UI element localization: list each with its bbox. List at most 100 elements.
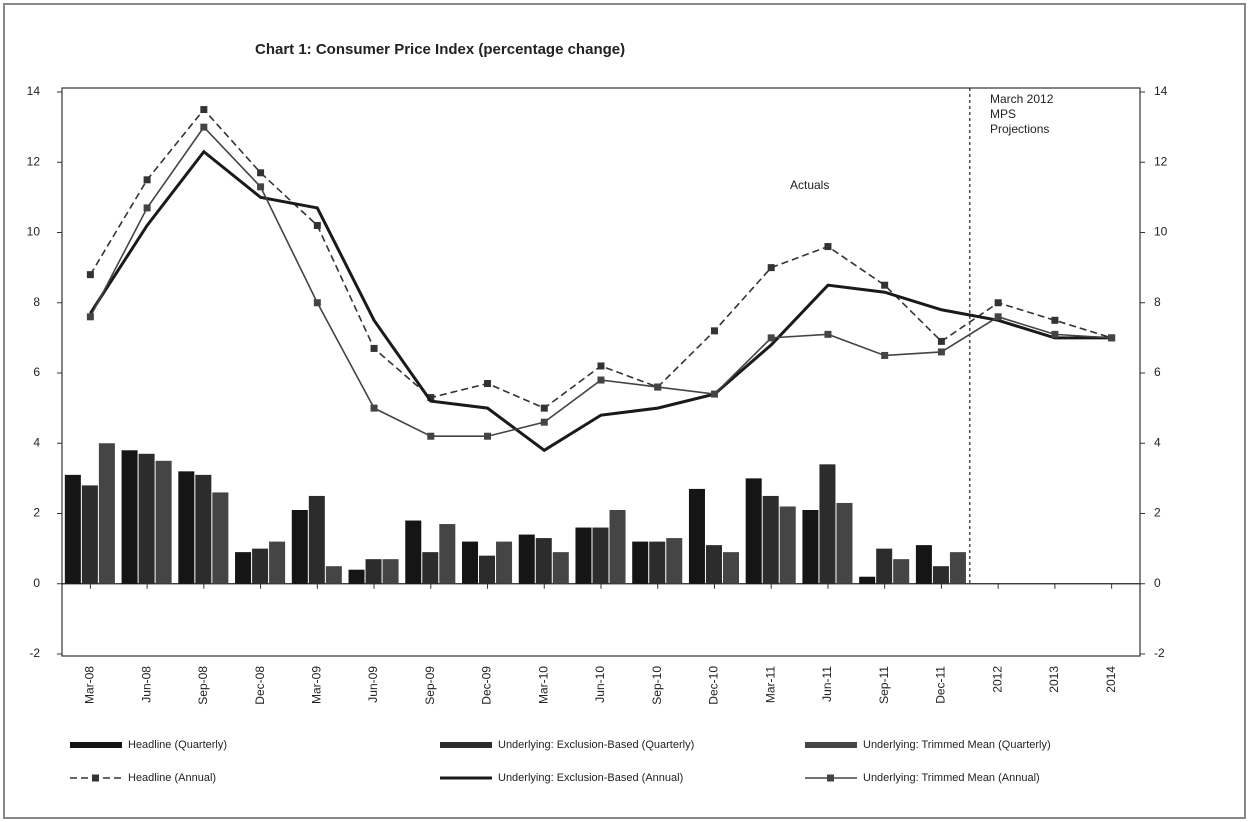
- bar: [649, 541, 666, 584]
- y2-tick-label: 14: [1154, 84, 1168, 98]
- legend-label: Underlying: Trimmed Mean (Quarterly): [863, 739, 1051, 751]
- marker: [200, 123, 208, 131]
- bar: [308, 495, 325, 584]
- y-tick-label: 14: [27, 84, 41, 98]
- x-tick-label: Dec-11: [934, 666, 948, 704]
- marker: [654, 383, 662, 391]
- bar: [876, 548, 893, 584]
- y-tick-label: 12: [27, 154, 41, 168]
- marker: [484, 380, 492, 388]
- marker: [143, 204, 151, 212]
- legend: Headline (Quarterly) Underlying: Exclusio…: [70, 739, 1051, 784]
- bar: [496, 541, 513, 584]
- bar: [382, 559, 399, 584]
- marker: [937, 337, 945, 345]
- marker: [767, 334, 775, 342]
- marker: [881, 281, 889, 289]
- bar: [155, 460, 172, 584]
- y2-tick-label: 12: [1154, 154, 1168, 168]
- y-tick-label: 0: [33, 576, 40, 590]
- marker: [767, 264, 775, 272]
- bar: [592, 527, 609, 584]
- bar: [422, 552, 439, 584]
- bar: [269, 541, 286, 584]
- marker: [86, 313, 94, 321]
- marker: [994, 313, 1002, 321]
- marker: [313, 299, 321, 307]
- y2-tick-label: -2: [1154, 646, 1165, 660]
- y-tick-label: 6: [33, 365, 40, 379]
- bar: [893, 559, 910, 584]
- x-tick-label: 2014: [1104, 666, 1118, 693]
- bar: [405, 520, 422, 584]
- marker: [597, 376, 605, 384]
- marker: [881, 351, 889, 359]
- legend-label: Underlying: Exclusion-Based (Annual): [498, 772, 683, 784]
- legend-swatch: [440, 742, 492, 748]
- bar: [535, 538, 552, 584]
- bar: [915, 545, 932, 584]
- bar: [819, 464, 836, 584]
- marker: [143, 176, 151, 184]
- bar: [439, 524, 456, 584]
- legend-swatch: [70, 742, 122, 748]
- x-tick-label: Jun-10: [593, 666, 607, 703]
- line: [89, 125, 1112, 438]
- x-tick-label: Jun-11: [820, 666, 834, 702]
- annotation: March 2012: [990, 92, 1054, 106]
- legend-swatch: [805, 742, 857, 748]
- y-tick-label: 2: [33, 506, 40, 520]
- bar: [64, 474, 81, 584]
- marker: [824, 330, 832, 338]
- bar: [705, 545, 722, 584]
- bar: [81, 485, 98, 584]
- bar: [859, 576, 876, 584]
- marker: [86, 271, 94, 279]
- bar: [252, 548, 269, 584]
- bar: [235, 552, 252, 584]
- annotation: MPS: [990, 107, 1016, 121]
- marker: [824, 243, 832, 251]
- y-tick-label: 8: [33, 295, 40, 309]
- line: [89, 149, 1112, 453]
- bar: [779, 506, 796, 584]
- bar: [632, 541, 649, 584]
- bar: [138, 453, 155, 584]
- legend-marker: [827, 774, 834, 782]
- x-tick-label: Mar-09: [309, 666, 323, 704]
- y-tick-label: 4: [33, 435, 40, 449]
- marker: [540, 404, 548, 412]
- y2-tick-label: 0: [1154, 576, 1161, 590]
- legend-label: Underlying: Exclusion-Based (Quarterly): [498, 739, 694, 751]
- plot-area: [61, 87, 1141, 657]
- bar: [932, 566, 949, 584]
- bar: [291, 509, 308, 584]
- bar: [121, 450, 138, 584]
- bar: [461, 541, 479, 584]
- x-tick-label: Jun-08: [139, 666, 153, 703]
- x-tick-label: 2013: [1047, 666, 1061, 693]
- marker: [1108, 334, 1116, 342]
- marker: [313, 221, 321, 229]
- x-tick-label: Dec-10: [707, 666, 721, 705]
- marker: [257, 183, 265, 191]
- bar: [666, 538, 683, 584]
- x-tick-label: Jun-09: [366, 666, 380, 703]
- y2-tick-label: 8: [1154, 295, 1161, 309]
- bar: [325, 566, 342, 584]
- marker: [540, 418, 548, 426]
- marker: [1051, 330, 1059, 338]
- x-tick-label: Sep-11: [877, 666, 891, 704]
- marker: [710, 327, 718, 335]
- legend-label: Underlying: Trimmed Mean (Annual): [863, 772, 1040, 784]
- bar: [722, 552, 740, 584]
- annotation: Projections: [990, 122, 1049, 136]
- marker: [257, 169, 265, 177]
- x-tick-label: Mar-08: [83, 666, 97, 704]
- marker: [937, 348, 945, 356]
- legend-marker: [92, 774, 99, 782]
- marker: [484, 432, 492, 440]
- annotation: Actuals: [790, 178, 829, 192]
- bar: [745, 478, 762, 584]
